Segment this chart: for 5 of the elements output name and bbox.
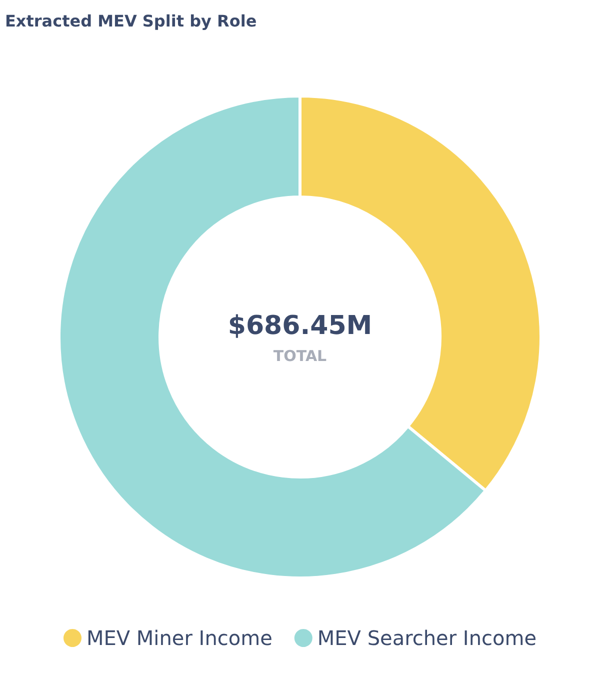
legend-label: MEV Miner Income — [86, 626, 272, 650]
chart-title: Extracted MEV Split by Role — [5, 12, 257, 30]
text: $686.45M — [228, 311, 372, 341]
legend-label: MEV Searcher Income — [317, 626, 537, 650]
text: TOTAL — [273, 347, 328, 365]
